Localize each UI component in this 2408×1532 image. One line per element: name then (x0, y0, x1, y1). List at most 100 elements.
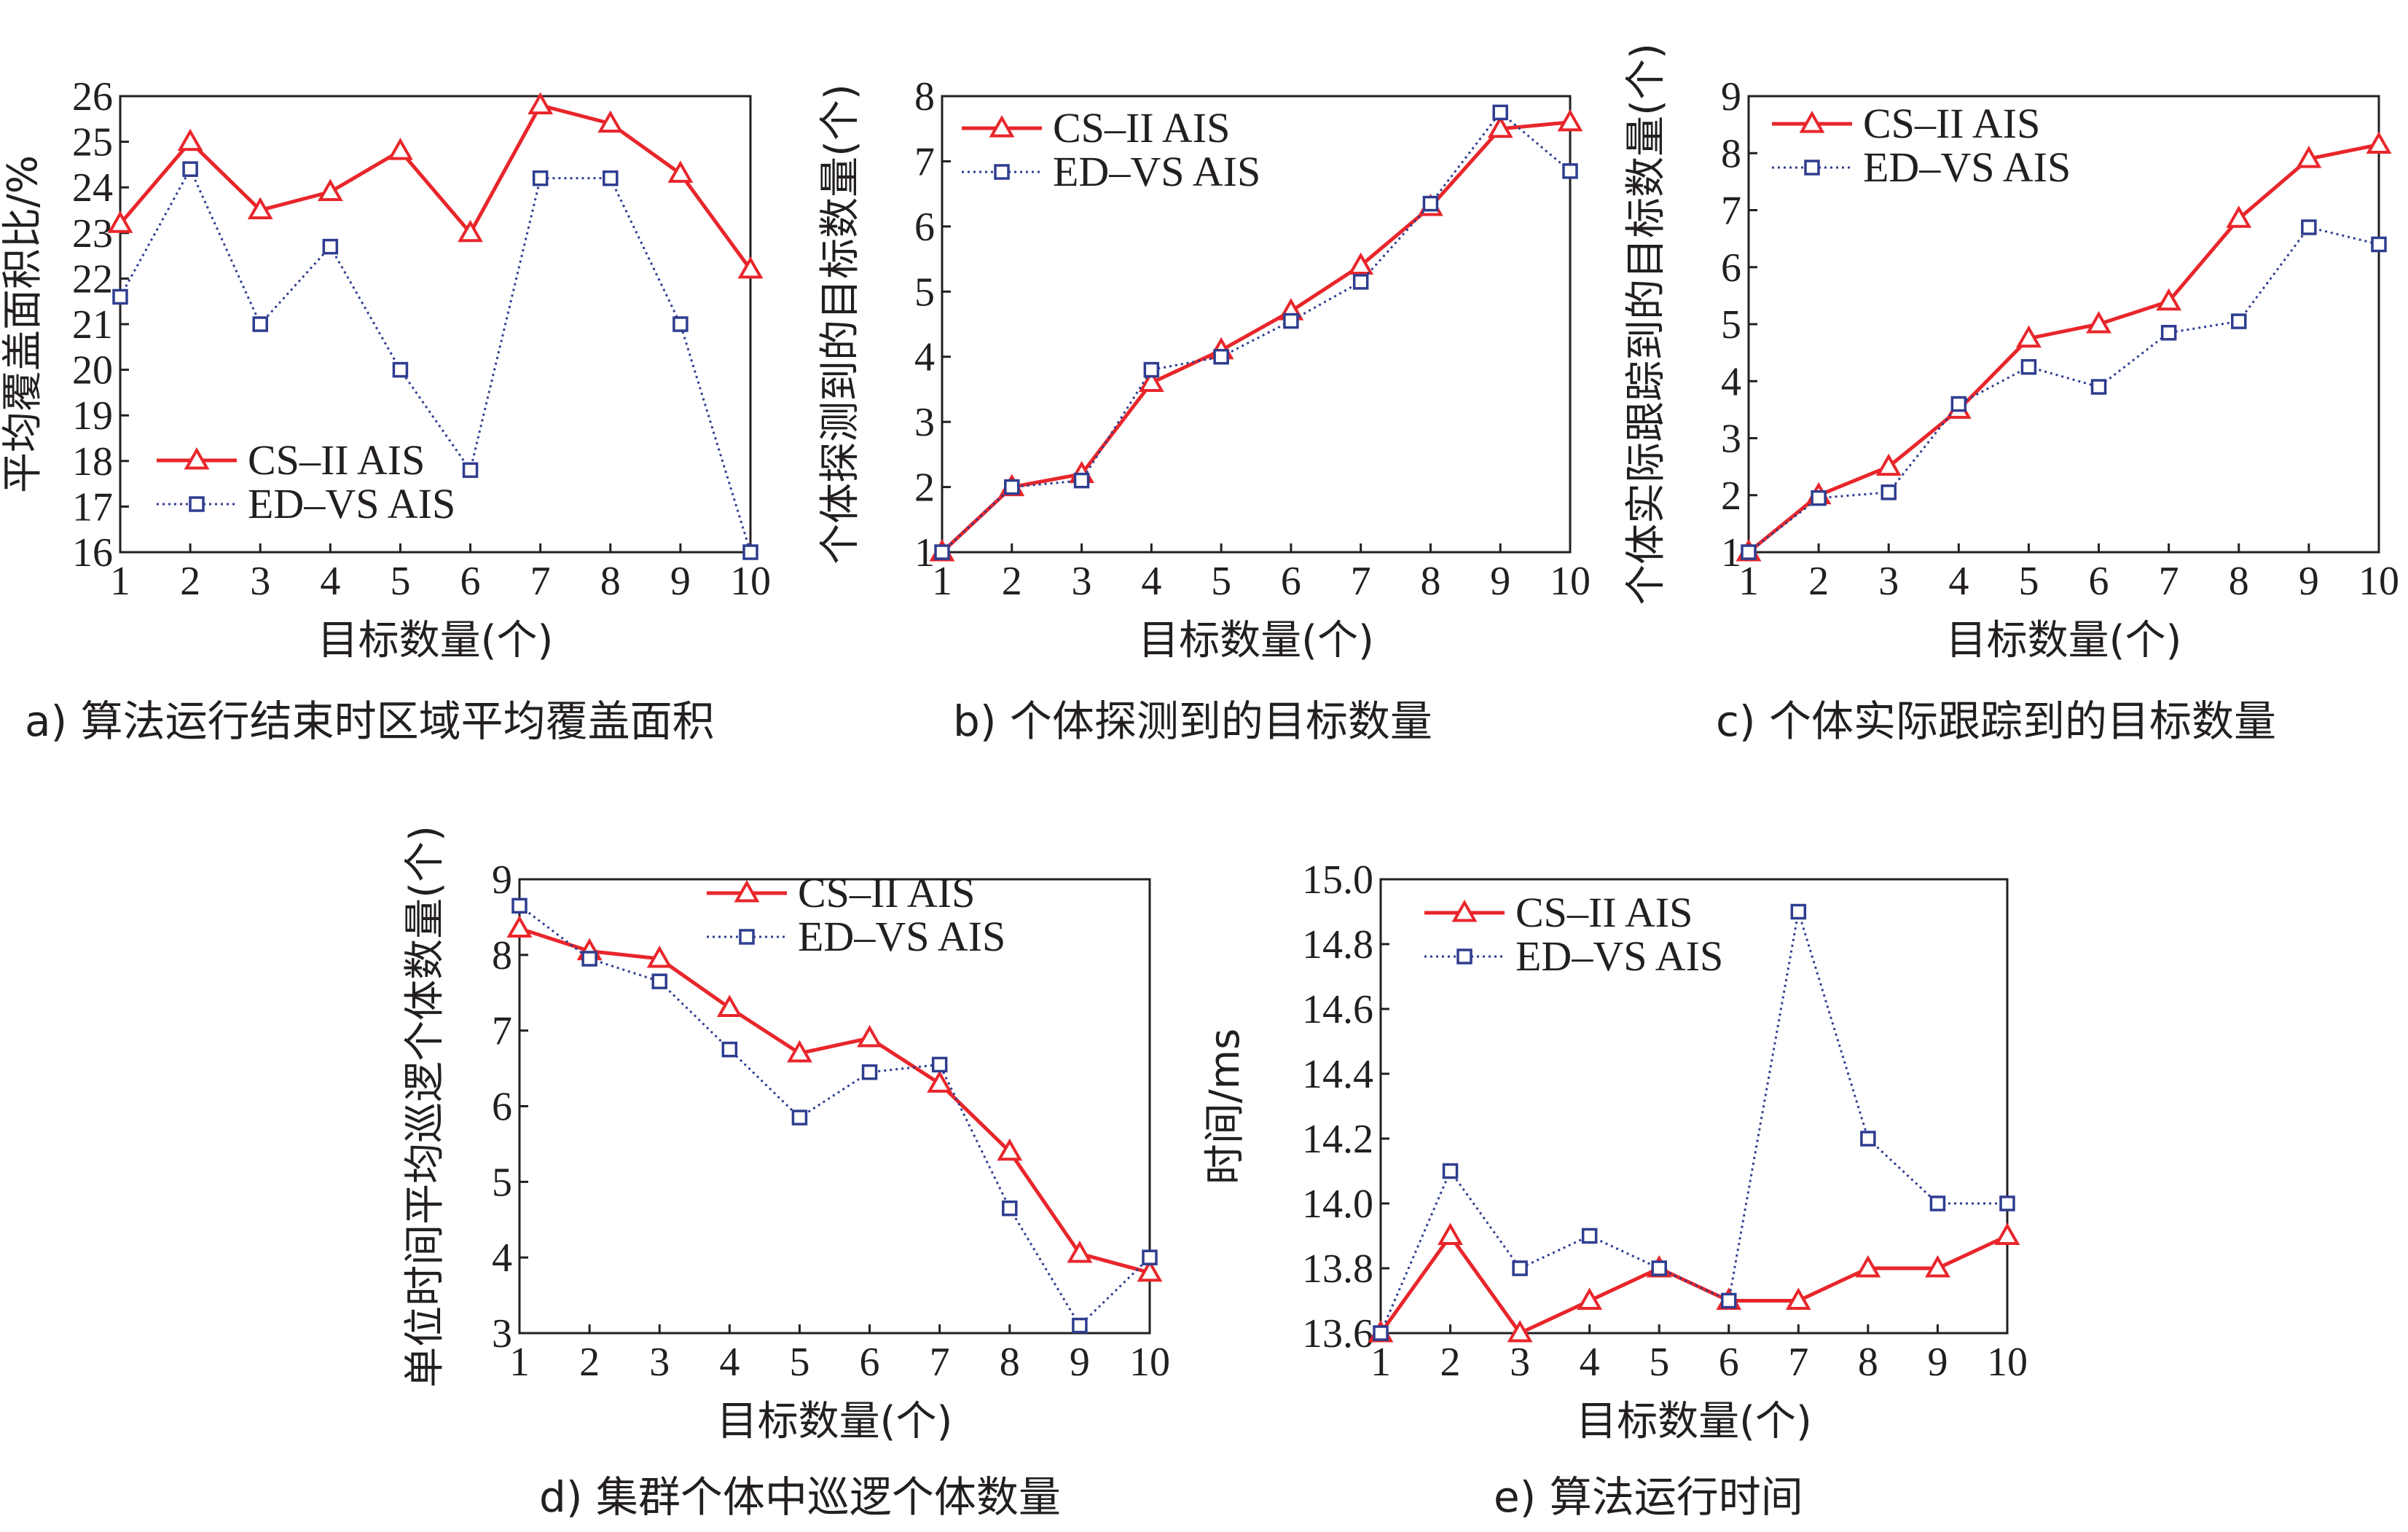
chart-caption: b) 个体探测到的目标数量 (953, 696, 1432, 746)
legend-label: CS–II AIS (798, 869, 975, 916)
y-tick-label: 16 (72, 530, 113, 576)
data-point-cs-ii-ais (1137, 1259, 1163, 1282)
y-tick-label: 3 (1721, 417, 1741, 462)
y-tick-label: 4 (914, 335, 935, 380)
y-axis-title: 个体实际跟踪到的目标数量(个) (1623, 43, 1670, 605)
x-tick-label: 1 (509, 1340, 530, 1385)
x-tick-label: 9 (2299, 559, 2319, 604)
data-point-ed-vs-ais (1072, 1317, 1088, 1334)
data-point-ed-vs-ais (462, 462, 479, 479)
x-tick-label: 8 (1000, 1340, 1020, 1385)
x-tick-label: 6 (460, 559, 481, 604)
legend-label: ED–VS AIS (1515, 932, 1723, 980)
legend-marker (184, 447, 210, 470)
chart-caption: a) 算法运行结束时区域平均覆盖面积 (25, 696, 715, 746)
y-axis-title: 单位时间平均巡逻个体数量(个) (401, 825, 449, 1388)
series-line-cs-ii-ais (1378, 1233, 2009, 1336)
data-point-cs-ii-ais (177, 128, 203, 152)
data-point-ed-vs-ais (1352, 274, 1369, 290)
data-point-cs-ii-ais (737, 256, 764, 279)
data-point-ed-vs-ais (791, 1109, 808, 1126)
y-tick-label: 5 (492, 1160, 512, 1205)
x-tick-label: 9 (1490, 559, 1510, 604)
x-tick-label: 3 (1878, 559, 1899, 604)
data-point-ed-vs-ais (742, 544, 758, 560)
series-line-cs-ii-ais (119, 103, 753, 271)
y-tick-label: 6 (914, 205, 935, 250)
data-point-ed-vs-ais (1999, 1195, 2015, 1211)
y-tick-label: 1 (914, 530, 935, 576)
data-point-ed-vs-ais (2231, 313, 2247, 329)
data-point-ed-vs-ais (1811, 490, 1827, 506)
data-point-cs-ii-ais (1875, 453, 1902, 476)
data-point-ed-vs-ais (1790, 903, 1807, 920)
x-tick-label: 2 (180, 559, 200, 604)
x-tick-label: 5 (1211, 559, 1231, 604)
data-point-ed-vs-ais (1422, 195, 1439, 212)
chart-a: 1 2 3 4 5 6 7 8 9 101617181920212223242526目标数量(个)… (0, 74, 771, 746)
x-tick-label: 6 (1719, 1340, 1739, 1385)
data-point-ed-vs-ais (1651, 1260, 1667, 1276)
data-point-ed-vs-ais (2371, 236, 2387, 253)
x-tick-label: 3 (649, 1340, 670, 1385)
data-point-ed-vs-ais (721, 1041, 738, 1058)
x-tick-label: 4 (719, 1340, 740, 1385)
data-point-ed-vs-ais (1213, 348, 1229, 365)
data-point-ed-vs-ais (1492, 104, 1508, 121)
y-tick-label: 4 (492, 1236, 512, 1281)
data-point-ed-vs-ais (1950, 396, 1967, 412)
chart-b: 1 2 3 4 5 6 7 8 9 10 1 2 3 4 5 6 7 8 目标数量(个) 个体探测到的目标数量(个) C… (817, 74, 1591, 746)
data-point-ed-vs-ais (651, 973, 667, 989)
data-point-cs-ii-ais (1855, 1254, 1881, 1278)
x-tick-label: 7 (530, 559, 551, 604)
data-point-ed-vs-ais (1073, 472, 1090, 489)
x-tick-label: 3 (250, 559, 270, 604)
x-tick-label: 5 (789, 1340, 809, 1385)
x-tick-label: 1 (932, 559, 952, 604)
legend-label: CS–II AIS (1515, 889, 1693, 936)
data-point-cs-ii-ais (1507, 1319, 1533, 1343)
data-point-ed-vs-ais (1002, 1200, 1018, 1217)
y-tick-label: 14.4 (1302, 1052, 1373, 1097)
legend-label: CS–II AIS (1863, 100, 2040, 147)
data-point-cs-ii-ais (2086, 310, 2112, 334)
x-tick-label: 8 (1420, 559, 1440, 604)
x-tick-label: 2 (579, 1340, 600, 1385)
data-point-cs-ii-ais (506, 915, 533, 938)
data-point-cs-ii-ais (247, 197, 273, 219)
x-tick-label: 10 (730, 559, 771, 604)
x-tick-label: 4 (1580, 1340, 1600, 1385)
series-line-ed-vs-ais (1748, 226, 2380, 554)
y-tick-label: 6 (1721, 245, 1741, 291)
legend-marker (739, 929, 755, 945)
x-tick-label: 10 (2358, 559, 2399, 604)
data-point-cs-ii-ais (646, 945, 672, 968)
series-line-cs-ii-ais (941, 120, 1571, 554)
y-tick-label: 8 (492, 933, 512, 978)
x-tick-label: 7 (1788, 1340, 1808, 1385)
data-point-ed-vs-ais (1373, 1325, 1389, 1341)
y-tick-label: 2 (1721, 474, 1741, 519)
x-tick-label: 4 (320, 559, 340, 604)
x-tick-label: 10 (1987, 1340, 2028, 1385)
x-tick-label: 4 (1141, 559, 1161, 604)
legend-label: ED–VS AIS (1863, 144, 2071, 191)
series-line-ed-vs-ais (1379, 911, 2007, 1334)
y-tick-label: 19 (72, 393, 113, 439)
y-tick-label: 24 (72, 165, 113, 211)
y-tick-label: 3 (914, 400, 935, 445)
legend-marker (1451, 899, 1478, 922)
data-point-ed-vs-ais (1283, 313, 1299, 329)
data-point-ed-vs-ais (1143, 361, 1160, 378)
y-tick-label: 1 (1721, 530, 1741, 576)
y-tick-label: 15.0 (1302, 857, 1373, 903)
data-point-ed-vs-ais (1721, 1292, 1737, 1309)
data-point-cs-ii-ais (1577, 1287, 1603, 1310)
x-tick-label: 6 (1281, 559, 1301, 604)
legend-marker (1804, 160, 1820, 176)
legend-label: ED–VS AIS (1053, 148, 1260, 195)
x-tick-label: 9 (1070, 1340, 1090, 1385)
data-point-cs-ii-ais (597, 110, 624, 133)
y-tick-label: 18 (72, 439, 113, 484)
